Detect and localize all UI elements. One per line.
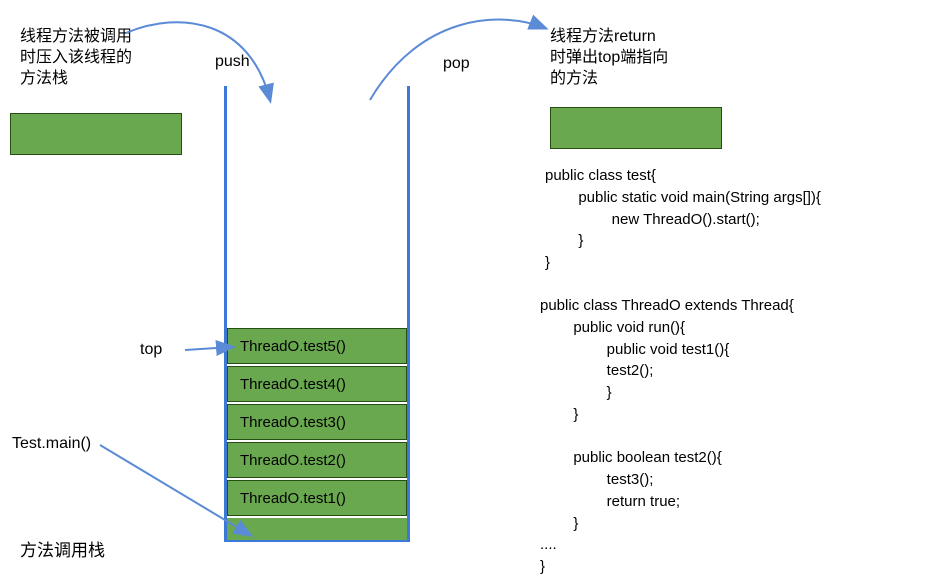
arrows-layer (0, 0, 942, 575)
pop-arrow (370, 20, 545, 100)
top-arrow (185, 347, 232, 350)
push-arrow (126, 22, 270, 100)
main-arrow (100, 445, 250, 535)
